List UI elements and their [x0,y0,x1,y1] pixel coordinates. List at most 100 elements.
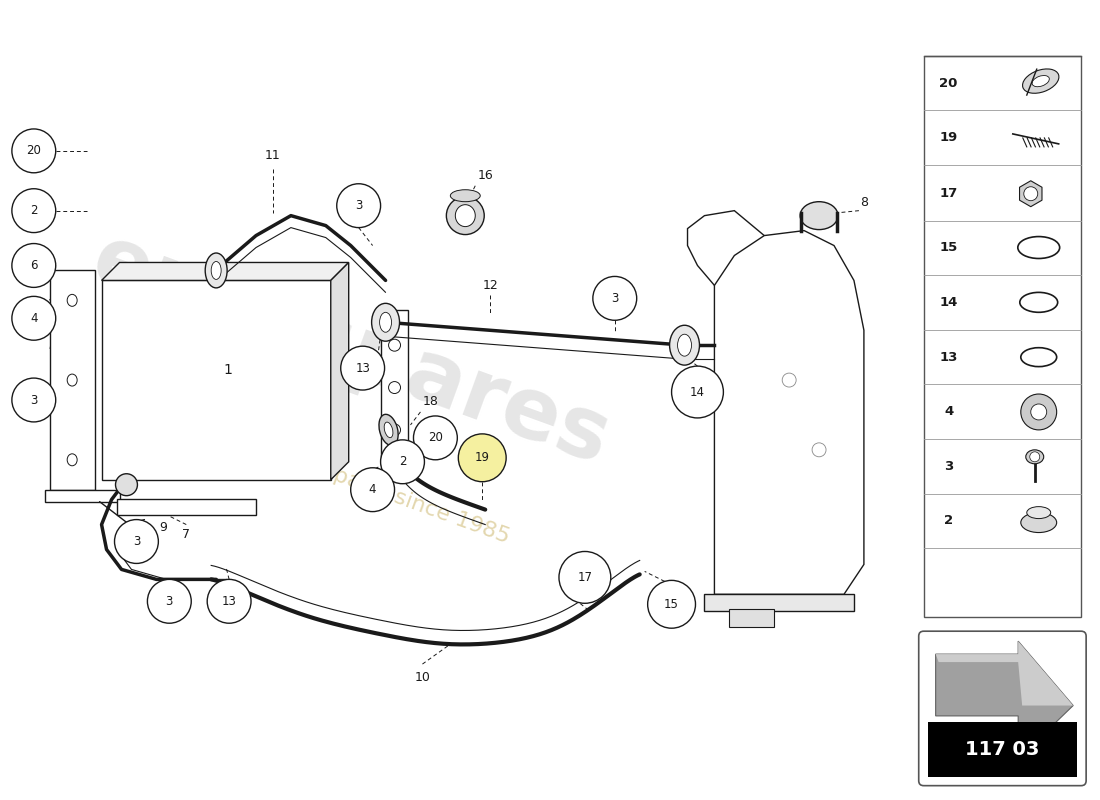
Circle shape [593,277,637,320]
Polygon shape [704,594,854,611]
Text: 1: 1 [223,363,232,377]
Ellipse shape [67,294,77,306]
Circle shape [12,129,56,173]
Text: 16: 16 [477,170,493,182]
Ellipse shape [1026,297,1052,308]
Text: eurospares: eurospares [80,218,620,482]
Circle shape [114,519,158,563]
Circle shape [1024,186,1037,201]
Ellipse shape [1025,407,1053,417]
Text: 13: 13 [355,362,370,374]
Text: 2: 2 [399,455,406,468]
Circle shape [12,243,56,287]
Text: 20: 20 [26,144,41,158]
Text: a passion for parts since 1985: a passion for parts since 1985 [189,413,513,546]
Ellipse shape [379,414,398,446]
Ellipse shape [455,205,475,226]
Ellipse shape [1021,513,1057,533]
Ellipse shape [1026,450,1044,464]
Ellipse shape [670,326,700,365]
Ellipse shape [800,202,838,230]
Polygon shape [331,262,349,480]
Polygon shape [714,230,864,594]
Circle shape [648,580,695,628]
Ellipse shape [384,422,393,438]
Ellipse shape [447,197,484,234]
Circle shape [12,378,56,422]
Text: 11: 11 [265,150,280,162]
Text: 5: 5 [356,478,365,491]
Text: 8: 8 [860,196,868,209]
Ellipse shape [1021,348,1057,366]
Circle shape [672,366,724,418]
Circle shape [12,296,56,340]
Circle shape [388,424,400,436]
Ellipse shape [372,303,399,342]
Ellipse shape [67,454,77,466]
FancyBboxPatch shape [50,270,95,490]
FancyBboxPatch shape [101,281,331,480]
Ellipse shape [1032,75,1049,86]
FancyBboxPatch shape [729,610,774,627]
FancyBboxPatch shape [927,722,1077,777]
Circle shape [12,189,56,233]
Text: 17: 17 [578,571,593,584]
FancyBboxPatch shape [381,310,408,465]
Ellipse shape [1018,237,1059,258]
Polygon shape [936,641,1074,758]
Text: 10: 10 [415,670,430,683]
Text: 3: 3 [30,394,37,406]
Ellipse shape [206,253,227,288]
Text: 117 03: 117 03 [965,740,1040,759]
Text: 4: 4 [944,406,954,418]
Text: 3: 3 [133,535,140,548]
Text: 20: 20 [428,431,443,444]
Circle shape [1021,394,1057,430]
Ellipse shape [116,474,138,496]
Text: 3: 3 [355,199,362,212]
Text: 14: 14 [690,386,705,398]
Ellipse shape [67,374,77,386]
Ellipse shape [1020,292,1058,312]
FancyBboxPatch shape [918,631,1086,786]
Circle shape [414,416,458,460]
Ellipse shape [450,190,481,202]
Polygon shape [101,262,349,281]
Text: 4: 4 [368,483,376,496]
Ellipse shape [1024,242,1054,254]
Circle shape [1031,404,1047,420]
Text: 19: 19 [475,451,490,464]
Text: 7: 7 [183,528,190,541]
Circle shape [388,382,400,394]
Text: 18: 18 [422,395,439,409]
Text: 9: 9 [160,521,167,534]
Text: 3: 3 [166,594,173,608]
Text: 15: 15 [664,598,679,610]
Text: 2: 2 [944,514,954,527]
Text: 3: 3 [612,292,618,305]
Circle shape [812,443,826,457]
Circle shape [459,434,506,482]
Circle shape [337,184,381,228]
Ellipse shape [678,334,692,356]
Circle shape [559,551,610,603]
Text: 12: 12 [482,279,498,292]
FancyBboxPatch shape [924,56,1081,618]
Ellipse shape [1026,352,1050,362]
Ellipse shape [1026,506,1050,518]
Text: 17: 17 [939,187,958,200]
Circle shape [351,468,395,512]
Circle shape [381,440,425,484]
FancyBboxPatch shape [117,498,256,514]
Text: 20: 20 [939,77,958,90]
Text: 15: 15 [939,241,958,254]
Circle shape [782,373,796,387]
Text: 13: 13 [939,350,958,364]
Polygon shape [936,641,1074,706]
Text: 6: 6 [30,259,37,272]
Circle shape [1030,452,1040,462]
Circle shape [207,579,251,623]
Ellipse shape [1023,69,1059,94]
Polygon shape [45,490,120,502]
Circle shape [341,346,385,390]
